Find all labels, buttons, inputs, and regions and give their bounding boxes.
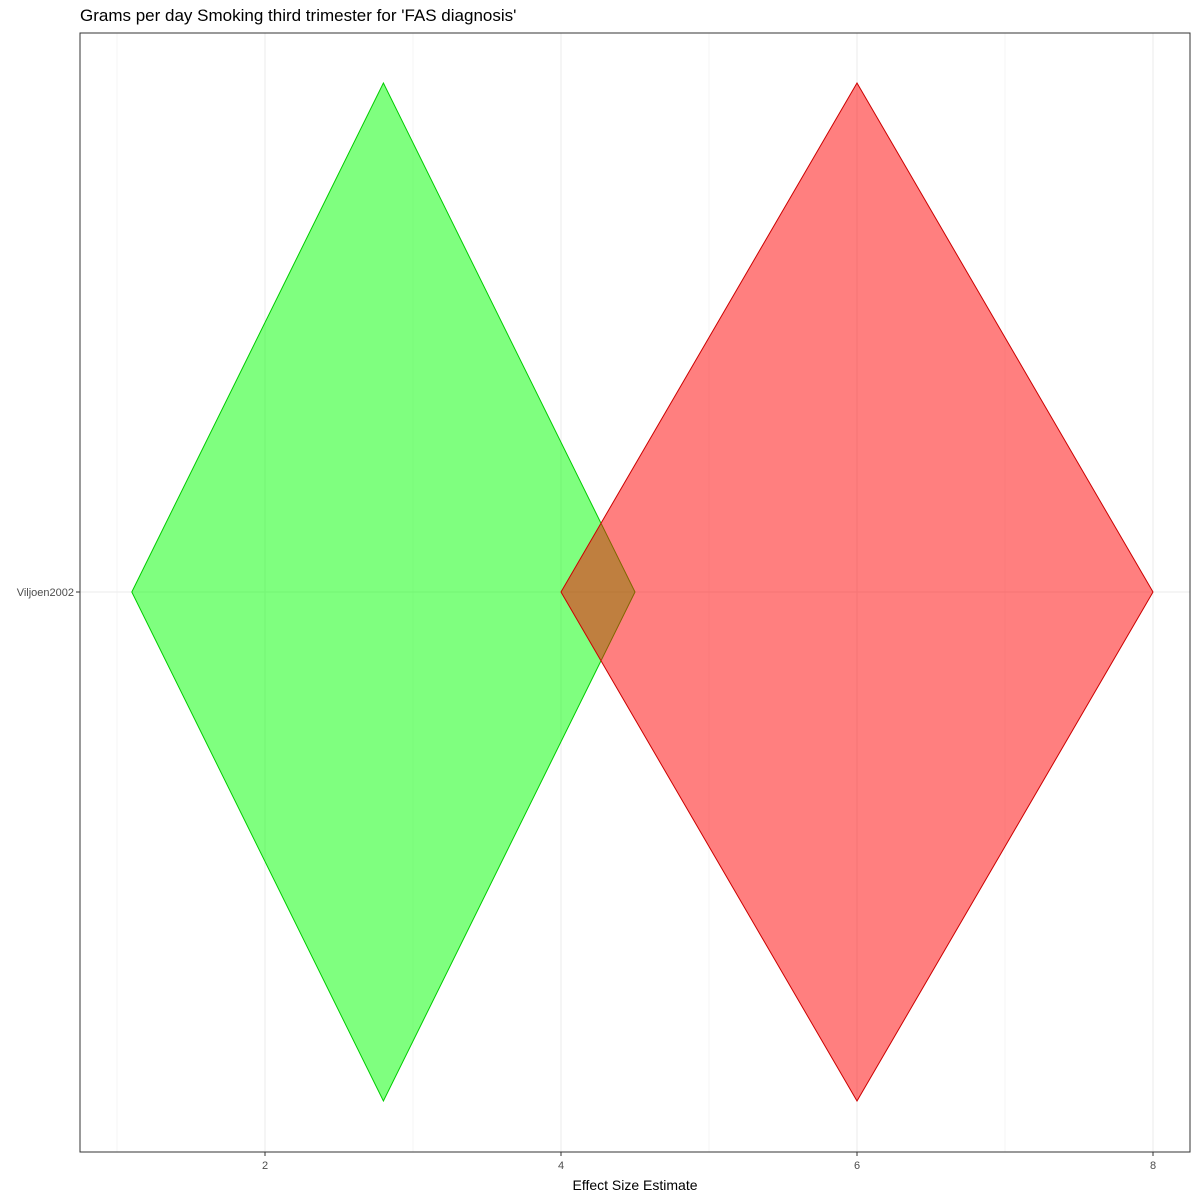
chart-title: Grams per day Smoking third trimester fo… bbox=[80, 6, 516, 25]
x-tick-label: 4 bbox=[558, 1160, 564, 1172]
diamonds bbox=[131, 81, 1154, 1103]
x-tick-label: 6 bbox=[854, 1160, 860, 1172]
axes: 2 4 6 8 Viljoen2002 bbox=[17, 587, 1156, 1172]
y-tick-label: Viljoen2002 bbox=[17, 587, 74, 599]
x-tick-label: 2 bbox=[262, 1160, 268, 1172]
x-axis-title: Effect Size Estimate bbox=[572, 1177, 697, 1193]
diamond-red-estimate bbox=[560, 82, 1154, 1102]
x-tick-label: 8 bbox=[1150, 1160, 1156, 1172]
